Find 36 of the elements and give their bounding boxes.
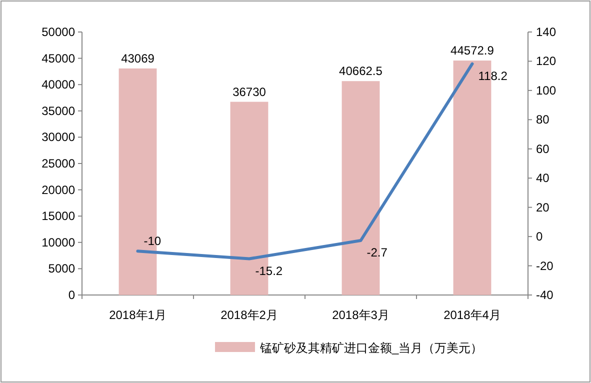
- y-tick-label: 25000: [42, 156, 76, 170]
- data-label: 118.2: [478, 68, 508, 83]
- data-label: 40662.5: [339, 64, 383, 78]
- data-label: -15.2: [255, 264, 283, 278]
- legend-label: 锰矿砂及其精矿进口金额_当月（万美元）: [259, 341, 483, 355]
- y-tick-label: 50000: [42, 25, 76, 39]
- y-tick-label: 15000: [42, 209, 76, 224]
- x-tick-label: 2018年3月: [332, 308, 390, 322]
- x-tick-label: 2018年4月: [444, 308, 501, 322]
- legend: 锰矿砂及其精矿进口金额_当月（万美元）: [215, 341, 483, 355]
- y-tick-label: 0: [68, 288, 76, 302]
- y-tick-label: 35000: [42, 104, 76, 118]
- y-tick-label: 30000: [42, 130, 76, 144]
- data-label: -10: [144, 234, 162, 248]
- y-tick-label: 45000: [42, 51, 76, 66]
- line-series: [136, 62, 474, 260]
- data-label: 36730: [232, 84, 266, 99]
- y2-tick-label: 120: [536, 54, 556, 68]
- y-tick-label: 40000: [42, 78, 76, 92]
- y2-tick-label: 0: [536, 230, 543, 244]
- y2-tick-label: 100: [536, 83, 556, 98]
- x-tick-label: 2018年2月: [220, 308, 278, 322]
- y2-tick-label: 80: [536, 112, 550, 127]
- y2-tick-label: 60: [536, 142, 550, 156]
- data-label: 43069: [121, 51, 155, 66]
- y2-tick-label: -20: [536, 258, 554, 273]
- data-label: 44572.9: [450, 44, 494, 58]
- y2-tick-label: 140: [536, 25, 556, 39]
- y-tick-label: 20000: [42, 182, 76, 197]
- y-tick-label: 5000: [48, 262, 76, 276]
- y2-tick-label: 20: [536, 200, 550, 214]
- x-tick-label: 2018年1月: [109, 308, 166, 322]
- data-label: -2.7: [366, 246, 388, 260]
- y2-tick-label: 40: [536, 171, 550, 186]
- y-tick-label: 10000: [42, 235, 76, 250]
- y2-tick-label: -40: [536, 288, 554, 302]
